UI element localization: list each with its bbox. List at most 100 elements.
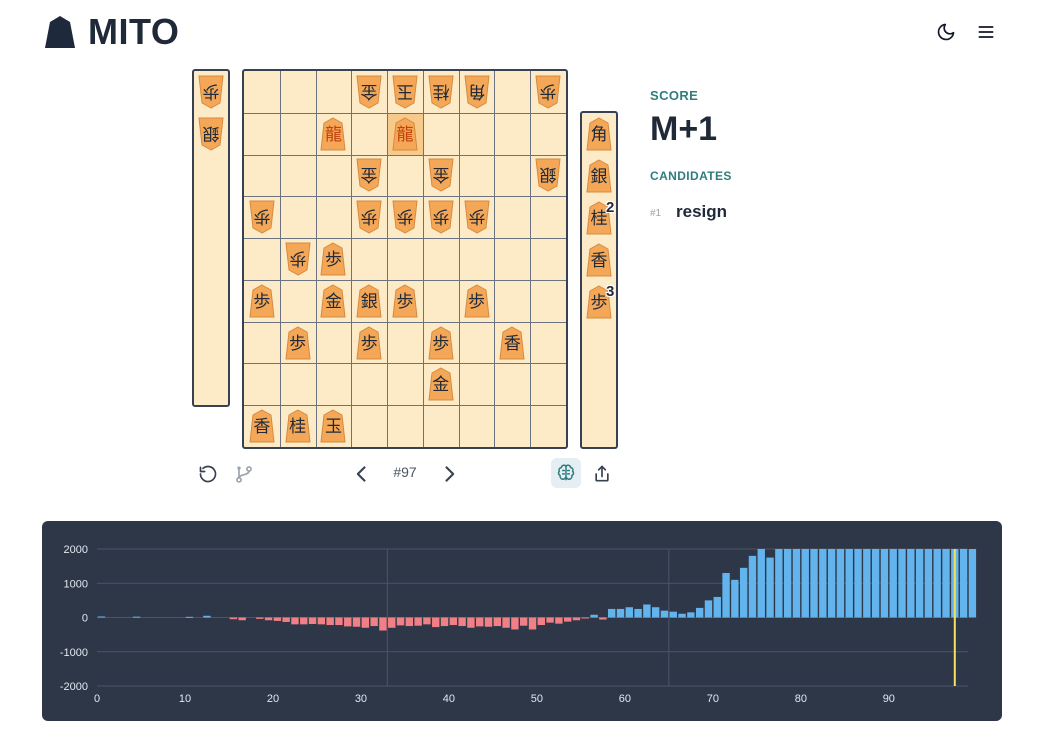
board-grid-line — [279, 71, 281, 447]
board-piece[interactable]: 桂 — [428, 75, 454, 109]
analysis-toggle-button[interactable] — [551, 458, 581, 488]
eval-bar — [238, 617, 246, 621]
eval-bar — [651, 607, 660, 618]
piece-label: 歩 — [289, 248, 307, 268]
evaluation-chart-svg[interactable]: 2000 1000 0 -1000 -2000 0 10 20 30 40 50 60 70 80 90 — [42, 521, 1002, 721]
eval-bar — [607, 608, 616, 618]
eval-bar — [783, 549, 792, 618]
piece-label: 歩 — [590, 293, 608, 313]
eval-bar — [493, 617, 502, 627]
branch-button[interactable] — [232, 462, 256, 486]
eval-bar — [484, 617, 493, 627]
hand-piece[interactable]: 香 — [586, 243, 612, 277]
board-piece[interactable]: 歩 — [285, 325, 311, 360]
eval-bar — [396, 617, 405, 626]
menu-button[interactable] — [974, 20, 998, 44]
board-piece[interactable]: 金 — [428, 158, 454, 193]
app-logo[interactable]: MITO — [44, 14, 179, 50]
board-piece[interactable]: 歩 — [535, 75, 561, 109]
board-piece[interactable]: 龍 — [320, 117, 346, 151]
board-piece[interactable]: 歩 — [392, 284, 418, 318]
previous-move-button[interactable] — [350, 462, 374, 486]
eval-bar — [713, 596, 721, 618]
board-piece[interactable]: 金 — [320, 284, 346, 318]
board-piece[interactable]: 龍 — [392, 117, 418, 151]
board-piece[interactable]: 歩 — [463, 200, 490, 234]
board-piece[interactable]: 歩 — [249, 200, 275, 234]
eval-bar — [423, 617, 431, 625]
board-piece[interactable]: 歩 — [356, 200, 382, 234]
board-piece[interactable]: 歩 — [428, 200, 454, 234]
piece-label: 銀 — [539, 164, 557, 185]
piece-label: 歩 — [253, 291, 271, 312]
move-number: #97 — [393, 464, 417, 480]
eval-bar — [229, 617, 238, 620]
piece-label: 桂 — [432, 80, 450, 101]
candidate-rank: #1 — [650, 208, 662, 219]
eval-bar — [968, 549, 977, 618]
eval-bar — [379, 617, 387, 631]
y-tick-label: 0 — [82, 613, 88, 625]
eval-bar — [616, 608, 625, 618]
board-piece[interactable]: 桂 — [285, 409, 311, 443]
piece-label: 玉 — [324, 417, 342, 438]
board-piece[interactable]: 銀 — [535, 158, 561, 193]
board-piece[interactable]: 金 — [356, 75, 382, 109]
eval-bar — [739, 567, 748, 618]
board-piece[interactable]: 歩 — [249, 284, 275, 318]
eval-bar — [889, 549, 897, 618]
board-piece[interactable]: 歩 — [320, 242, 346, 276]
y-tick-label: 1000 — [64, 578, 88, 590]
share-button[interactable] — [590, 462, 614, 486]
candidate-move[interactable]: resign — [676, 202, 728, 221]
theme-toggle-button[interactable] — [934, 20, 958, 44]
eval-bar — [924, 549, 933, 618]
eval-bar — [256, 617, 264, 619]
board-piece[interactable]: 金 — [356, 158, 382, 193]
board-piece[interactable]: 香 — [249, 409, 275, 443]
board-piece[interactable]: 歩 — [392, 200, 418, 234]
hand-piece[interactable]: 銀 — [198, 117, 224, 151]
board-piece[interactable]: 玉 — [320, 409, 346, 443]
eval-bar — [599, 617, 607, 620]
eval-bar — [757, 549, 765, 618]
hand-piece[interactable]: 銀 — [586, 159, 612, 193]
eval-bar — [546, 617, 554, 623]
next-move-button[interactable] — [437, 462, 461, 486]
app-title: MITO — [88, 11, 180, 52]
eval-bar — [827, 549, 836, 618]
board-piece[interactable]: 玉 — [392, 75, 418, 109]
board-piece[interactable]: 角 — [463, 75, 490, 109]
board-grid-line — [244, 279, 566, 281]
evaluation-chart[interactable]: 2000 1000 0 -1000 -2000 0 10 20 30 40 50 60 70 80 90 — [42, 521, 1002, 721]
eval-bar — [907, 549, 915, 618]
hand-piece-count: 2 — [606, 199, 615, 216]
eval-bar — [669, 611, 677, 618]
eval-bar — [766, 557, 774, 618]
eval-bar — [282, 617, 290, 622]
board-piece[interactable]: 金 — [428, 367, 454, 401]
hand-piece[interactable]: 角 — [586, 117, 612, 151]
eval-bar — [871, 549, 880, 618]
board-piece[interactable]: 歩 — [428, 325, 454, 360]
board-grid-line — [244, 405, 566, 407]
board-piece[interactable]: 歩 — [463, 284, 490, 318]
board-piece[interactable]: 銀 — [356, 284, 382, 318]
eval-bar — [132, 616, 141, 618]
piece-label: 歩 — [253, 206, 271, 227]
board-piece[interactable]: 香 — [499, 325, 525, 360]
board-grid-line — [351, 71, 353, 447]
board-piece[interactable]: 歩 — [356, 325, 382, 360]
eval-bar — [414, 617, 422, 626]
candidates-label: CANDIDATES — [650, 169, 732, 183]
reset-button[interactable] — [196, 462, 220, 486]
board-grid-line — [244, 321, 566, 323]
shogi-board[interactable]: 金玉桂角歩龍龍金金銀歩歩歩歩歩歩歩歩金銀歩歩歩歩歩香金香桂玉 — [242, 69, 568, 449]
eval-bar — [326, 617, 334, 626]
hand-piece[interactable]: 歩 — [198, 75, 224, 109]
score-value: M+1 — [650, 110, 718, 148]
board-piece[interactable]: 歩 — [285, 242, 311, 276]
piece-label: 香 — [590, 251, 608, 271]
